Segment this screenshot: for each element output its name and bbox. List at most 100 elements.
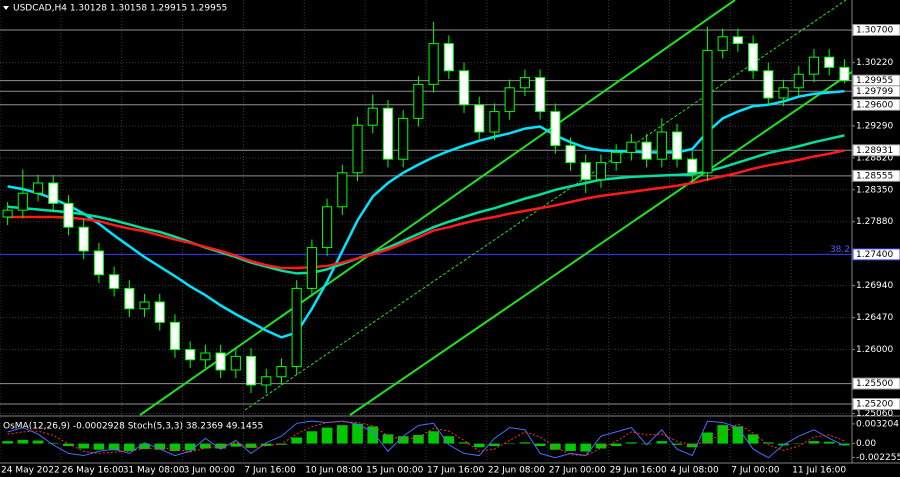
channel-line [139,0,736,416]
level-label-box [852,23,900,36]
osma-bar [32,440,44,444]
osma-bar [352,423,363,444]
x-tick-label: 4 Jul 08:00 [670,466,719,476]
y-tick-label: 1.28350 [856,185,893,195]
osma-bar [139,443,150,450]
candle-body [778,87,789,99]
candle-body [261,376,272,386]
osma-bar [93,443,105,450]
osma-bar [154,443,166,450]
candle-body [763,70,774,99]
candle-body [245,355,257,386]
plot-layer [2,21,850,394]
candle-body [550,111,561,147]
osma-bar [306,431,318,444]
osma-bar [808,441,820,444]
osma-bar [656,441,668,444]
osma-bar [230,443,242,447]
osma-bar [519,442,531,444]
x-tick-label: 3 Jun 00:00 [184,466,236,476]
level-label: 1.25200 [856,399,893,409]
osma-bar [169,443,181,451]
candle-body [671,131,683,160]
level-label-box [852,98,900,111]
candle-body [2,209,13,218]
osma-bar [123,443,135,451]
osma-bar [580,443,592,452]
x-tick-label: 7 Jul 00:00 [731,466,780,476]
osma-bar [686,443,698,448]
level-annotation: 38.2 [830,245,850,255]
level-label: 1.28931 [856,146,893,156]
osma-bar [473,443,485,448]
candle-body [139,301,150,310]
osma-bar [671,443,683,445]
osma-bar [367,426,379,444]
candle-body [656,131,667,160]
candle-body [641,141,652,160]
osma-bar [823,441,835,444]
osma-bar [47,442,59,444]
osma-bar [17,439,29,444]
osma-bar [321,427,333,444]
osma-bar [565,443,576,451]
candle-body [443,43,454,72]
x-tick-label: 24 May 2022 [1,466,60,476]
x-tick-label: 15 Jun 00:00 [366,466,423,476]
candle-body [702,49,713,174]
y-tick-label: 1.26470 [856,313,893,323]
osma-bar [489,443,500,447]
chart-title: USDCAD,H4 1.30128 1.30158 1.29915 1.2995… [13,4,227,14]
candle-body [306,247,317,289]
channel-line [349,71,853,416]
osma-bar [732,426,744,444]
candle-body [32,182,44,194]
stoch-main [7,420,845,459]
x-tick-label: 22 Jun 08:00 [488,466,545,476]
osma-bar [762,442,774,444]
level-label-box [852,397,900,410]
candle-body [109,274,120,289]
candle-body [352,124,363,174]
x-tick-label: 17 Jun 16:00 [427,466,484,476]
osma-bar [215,443,226,449]
candle-body [611,151,622,164]
candle-body [78,226,89,252]
y-tick-label: 1.26000 [856,345,893,355]
osc-tick-label: 0.003204 [856,419,899,429]
osma-bar [428,431,439,444]
candle-body [428,43,439,85]
channel-lines [139,0,853,416]
candle-body [200,352,211,361]
level-label: 1.30700 [856,25,893,35]
level-label-box [852,144,900,157]
osma-bar [443,436,455,444]
y-tick-label: 1.25060 [856,409,893,419]
level-label: 1.27400 [856,250,893,260]
y-tick-label: 1.26940 [856,281,893,291]
oscillator-title: OsMA(12,26,9) -0.0002928 Stoch(5,3,3) 38… [3,422,263,432]
level-label: 1.29799 [856,87,893,97]
candle-body [322,206,333,249]
level-label-box [852,169,900,182]
level-label: 1.29955 [856,76,893,86]
candle-body [230,355,241,371]
candle-body [17,192,28,211]
candle-body [398,117,409,160]
osc-tick-label: -0.002255 [856,453,900,463]
osma-bar [717,425,729,444]
level-label: 1.28555 [856,171,893,181]
candle-body [717,36,728,51]
osma-bar [413,434,424,444]
candle-body [367,107,378,126]
x-tick-label: 10 Jun 08:00 [305,466,362,476]
osma-bar [184,443,196,451]
candle-body [504,87,515,113]
osma-bar [78,443,90,449]
candle-body [382,107,394,160]
osma-bar [839,443,850,446]
candle-body [185,349,196,361]
channel-line [244,0,847,411]
grid-layer [0,0,852,462]
